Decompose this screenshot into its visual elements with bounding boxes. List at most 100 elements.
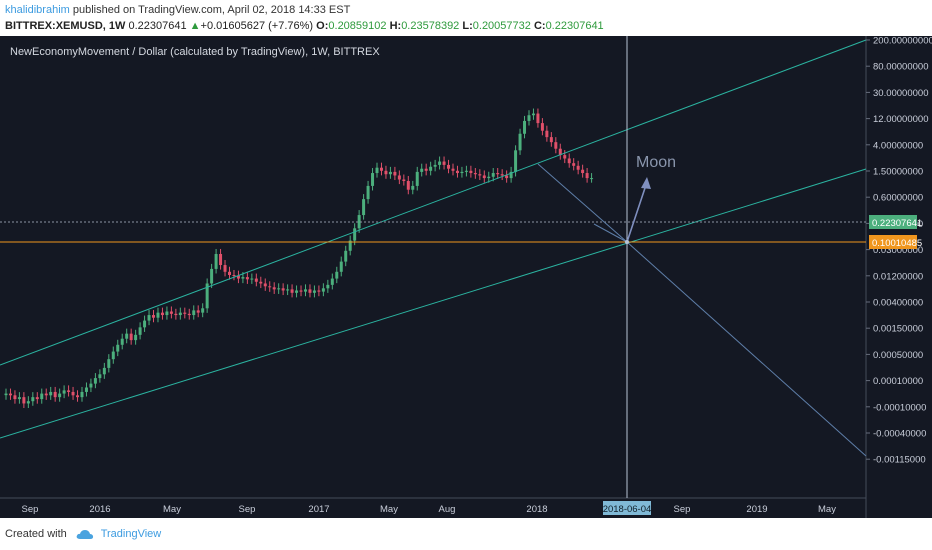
- candle-body: [156, 312, 160, 318]
- drawings-layer[interactable]: [0, 36, 867, 498]
- high-value: 0.23578392: [401, 20, 460, 32]
- low-value: 0.20057732: [472, 20, 531, 32]
- candle-body: [500, 174, 504, 176]
- candle-body: [228, 271, 231, 275]
- candle-body: [120, 338, 124, 345]
- high-label: H:: [389, 20, 402, 32]
- moon-arrow-head: [641, 177, 651, 189]
- candle-body: [348, 240, 352, 251]
- candle-body: [210, 268, 214, 284]
- candle-body: [518, 133, 522, 151]
- candle-body: [375, 167, 379, 174]
- candle-body: [335, 271, 339, 279]
- open-value: 0.20859102: [328, 20, 387, 32]
- support-price-label: 0.10010485: [872, 238, 922, 249]
- time-tick-label: Sep: [674, 504, 691, 515]
- candle-body: [232, 274, 236, 276]
- candle-body: [263, 283, 267, 287]
- price-tick-label: -0.00010000: [873, 402, 926, 413]
- time-tick-label: May: [380, 504, 398, 515]
- low-label: L:: [462, 20, 473, 32]
- candle-body: [250, 278, 254, 280]
- candle-body: [406, 180, 410, 190]
- candle-body: [397, 175, 401, 180]
- candle-body: [299, 290, 303, 292]
- candle-body: [531, 113, 535, 116]
- time-tick-label: 2016: [89, 504, 110, 515]
- candle-body: [93, 378, 97, 384]
- price-tick-label: 80.00000000: [873, 62, 928, 73]
- candle-body: [379, 167, 383, 171]
- candle-body: [384, 170, 388, 175]
- time-tick-label: May: [818, 504, 836, 515]
- chart-canvas[interactable]: 200.00000000 80.00000000 30.00000000 12.000…: [0, 36, 932, 518]
- candle-body: [62, 390, 66, 394]
- ohlc-line: BITTREX:XEMUSD, 1W 0.22307641 ▲+0.016056…: [5, 20, 604, 32]
- candle-body: [214, 253, 218, 269]
- time-tick-label: Aug: [439, 504, 456, 515]
- candle-body: [268, 286, 272, 288]
- time-tick-label: 2018: [526, 504, 547, 515]
- moon-annotation[interactable]: Moon: [636, 154, 676, 171]
- time-axis[interactable]: Sep 2016 May Sep 2017 May Aug 2018 2018-06-04 Sep…: [22, 501, 837, 515]
- trend-line-down[interactable]: [537, 163, 628, 243]
- candles-layer: [4, 108, 594, 409]
- candle-body: [35, 397, 39, 400]
- candle-body: [174, 313, 178, 316]
- candle-body: [40, 393, 44, 400]
- candle-body: [590, 178, 594, 180]
- candle-body: [259, 281, 263, 284]
- price-tick-label: -0.00115000: [873, 455, 926, 466]
- price-tick-label: 12.00000000: [873, 114, 928, 125]
- candle-body: [286, 289, 290, 291]
- channel-lower-line[interactable]: [0, 168, 867, 439]
- candle-body: [53, 391, 57, 398]
- candle-body: [67, 390, 71, 392]
- candle-body: [138, 327, 142, 335]
- candle-body: [558, 148, 562, 156]
- projection-line-down[interactable]: [626, 241, 867, 457]
- candle-body: [536, 113, 540, 124]
- arrow-to-apex[interactable]: [593, 223, 628, 243]
- price-tick-label: -0.00040000: [873, 429, 926, 440]
- candle-body: [460, 171, 464, 174]
- price-tick-label: 0.00150000: [873, 324, 923, 335]
- last-price: 0.22307641: [128, 20, 187, 32]
- tradingview-brand-link[interactable]: TradingView: [100, 528, 162, 540]
- candle-body: [277, 288, 281, 290]
- price-tick-label: 4.00000000: [873, 140, 923, 151]
- price-chart[interactable]: 200.00000000 80.00000000 30.00000000 12.000…: [0, 36, 932, 518]
- channel-upper-line[interactable]: [0, 39, 867, 366]
- candle-body: [447, 164, 451, 169]
- candle-body: [219, 253, 223, 266]
- candle-body: [223, 265, 227, 272]
- candle-body: [152, 315, 156, 318]
- candle-body: [111, 351, 115, 360]
- candle-body: [308, 289, 312, 293]
- candle-body: [17, 397, 21, 400]
- price-tick-label: 0.01200000: [873, 271, 923, 282]
- candle-body: [326, 284, 330, 289]
- candle-body: [371, 173, 375, 186]
- support-price-badge: [869, 235, 917, 249]
- candle-body: [491, 173, 495, 177]
- publication-header: khalidibrahim published on TradingView.c…: [0, 0, 932, 36]
- candle-body: [438, 161, 442, 165]
- candle-body: [567, 158, 571, 164]
- publication-line: khalidibrahim published on TradingView.c…: [5, 4, 350, 16]
- close-label: C:: [533, 20, 546, 32]
- crosshair-date-badge: [603, 501, 651, 515]
- candle-body: [478, 174, 482, 176]
- moon-arrow-line[interactable]: [626, 181, 648, 243]
- candle-body: [330, 278, 334, 285]
- price-change: +0.01605627 (+7.76%): [200, 20, 314, 32]
- candle-body: [469, 170, 473, 174]
- candle-body: [509, 171, 513, 179]
- candle-body: [165, 311, 169, 316]
- candle-body: [89, 383, 93, 388]
- price-axis[interactable]: 200.00000000 80.00000000 30.00000000 12.000…: [866, 36, 932, 466]
- candle-body: [107, 359, 111, 368]
- author-link[interactable]: khalidibrahim: [5, 4, 70, 16]
- candle-body: [201, 308, 205, 313]
- candle-body: [505, 175, 509, 179]
